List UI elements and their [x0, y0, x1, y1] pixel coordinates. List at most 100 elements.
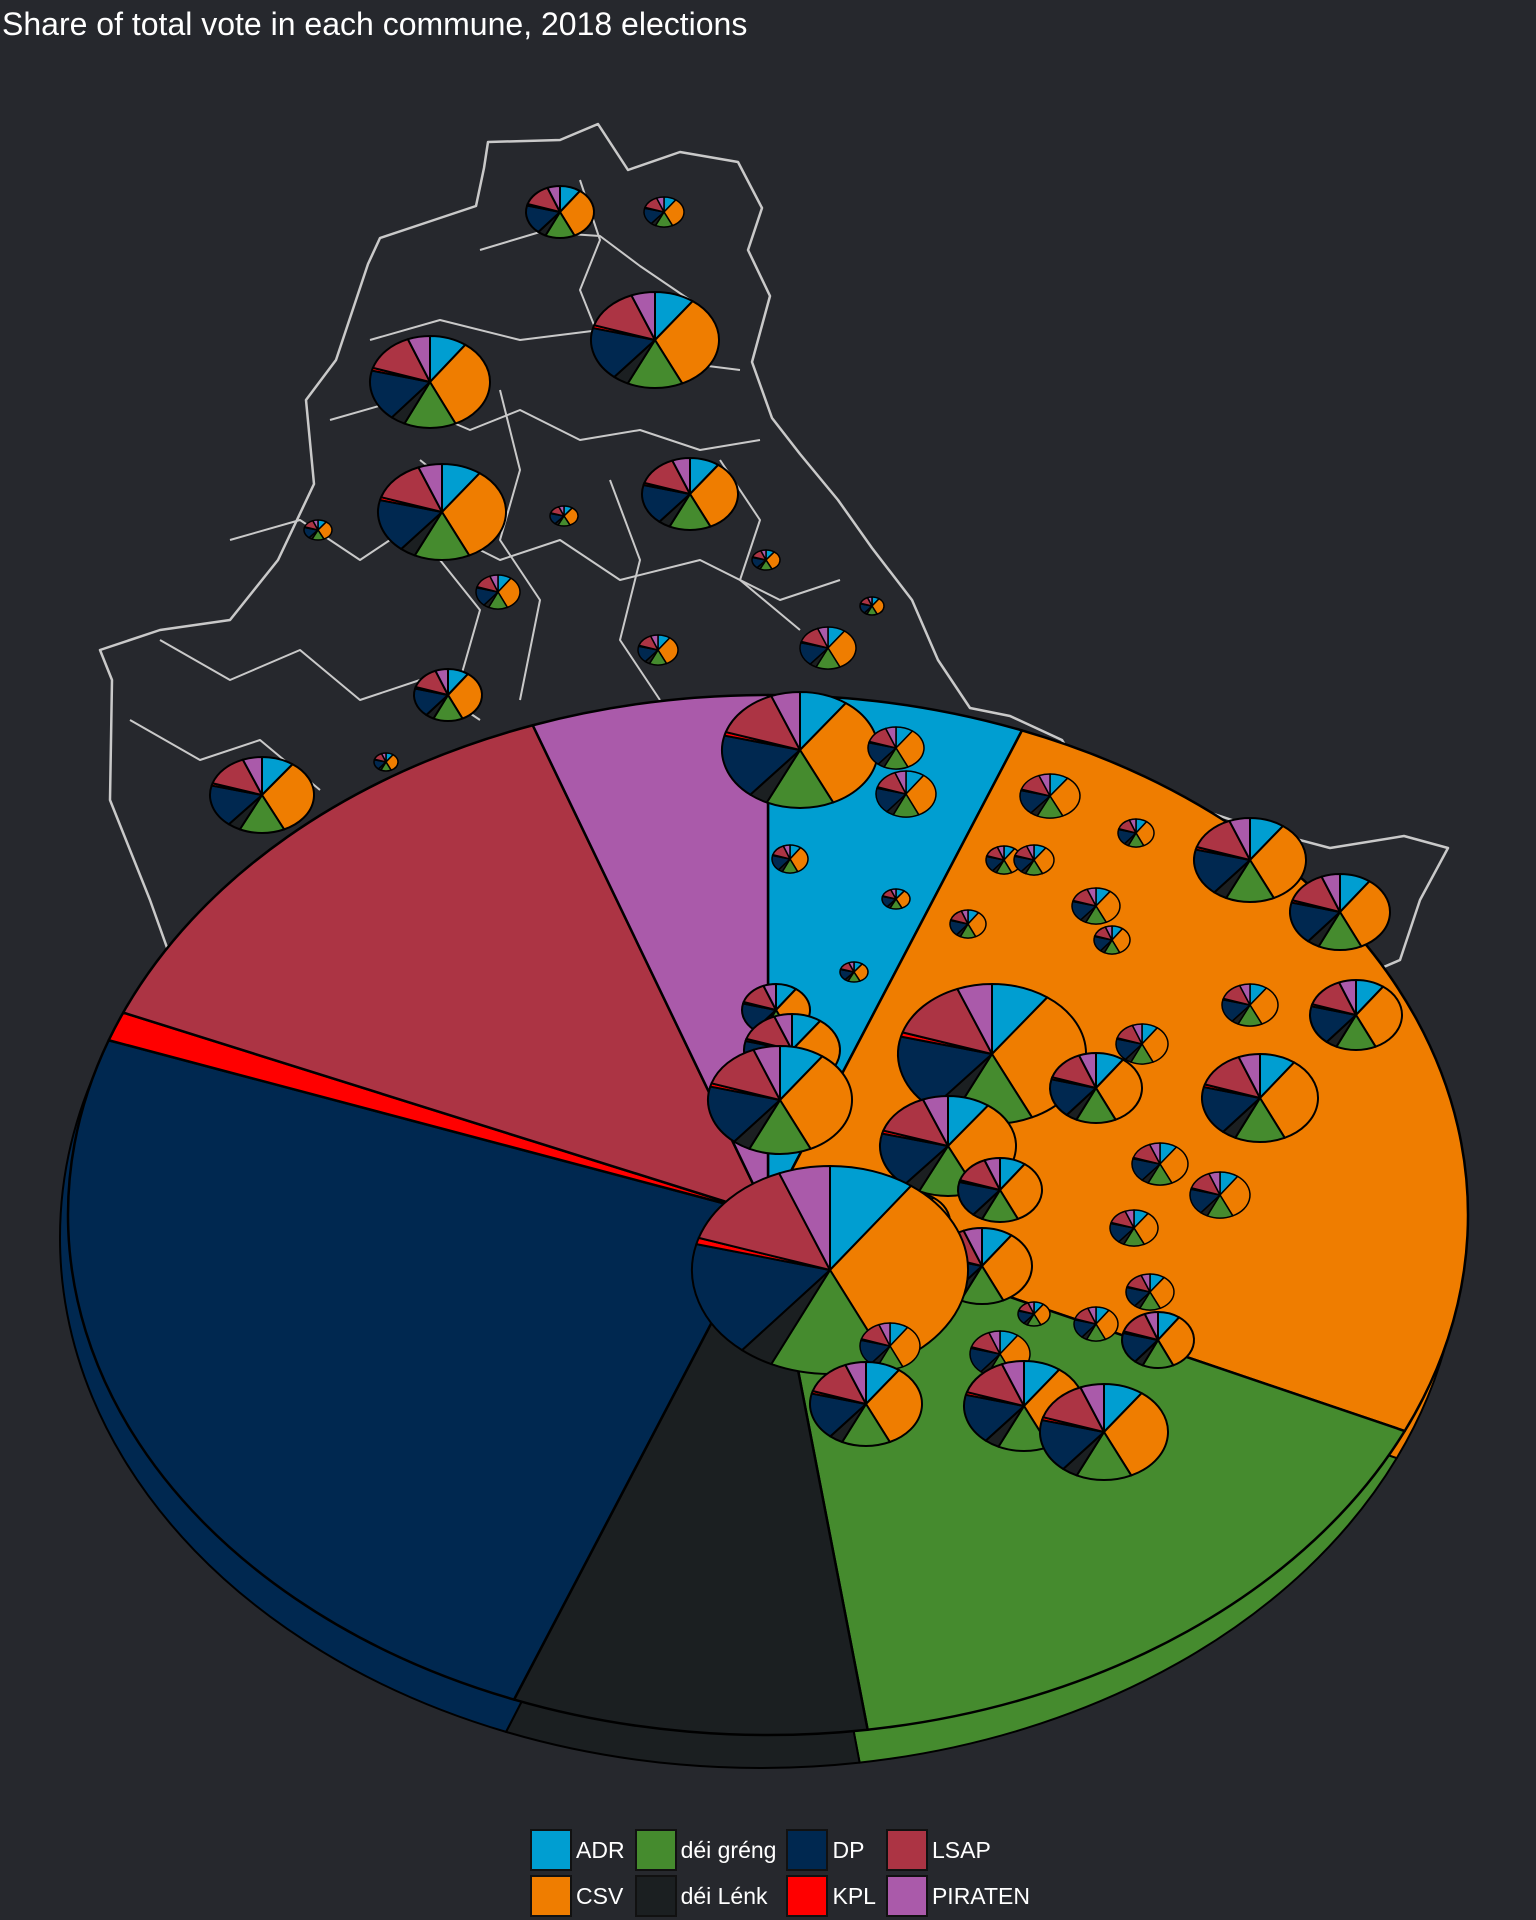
- commune-pie: [1121, 1311, 1195, 1369]
- commune-pie-48-slice-adr: [829, 1165, 913, 1271]
- commune-pie: [475, 574, 521, 610]
- commune-pie-29-slice-piraten: [782, 844, 791, 860]
- commune-pie-4-slice-csv: [429, 343, 491, 425]
- commune-pie-16-slice-dp: [209, 784, 263, 826]
- commune-pie: [875, 770, 937, 818]
- commune-pies: [209, 185, 1403, 1481]
- commune-pie-40-slice-dei-greng: [748, 1099, 812, 1155]
- commune-pie: [1189, 1171, 1251, 1219]
- commune-pie-23-slice-csv: [1249, 825, 1307, 899]
- commune-pie-16-slice-csv: [261, 763, 315, 831]
- commune-pie-24-slice-csv: [1339, 880, 1391, 948]
- commune-pie-41-slice-lsap: [882, 1098, 949, 1147]
- legend-label-lsap: LSAP: [931, 1836, 991, 1863]
- commune-pie-47-slice-csv: [981, 1234, 1033, 1302]
- commune-pie-24-slice-dp: [1289, 901, 1341, 943]
- commune-pie-6-slice-csv: [441, 472, 507, 557]
- commune-pie-3-slice-dp: [590, 327, 656, 378]
- commune-pie-14-slice-piraten: [434, 668, 449, 696]
- commune-pie: [1073, 1306, 1119, 1342]
- commune-pie-55-slice-dp: [809, 1392, 867, 1438]
- commune-pie-49-slice-piraten: [1027, 1301, 1035, 1315]
- commune-pie-21-slice-piraten: [996, 845, 1005, 861]
- commune-pie: [641, 457, 739, 531]
- legend-item-dei-greng: déi gréng: [634, 1828, 783, 1872]
- commune-pie-3-slice-piraten: [630, 291, 656, 341]
- commune-pie-57-slice-piraten: [1079, 1383, 1105, 1433]
- legend-item-kpl: KPL: [786, 1874, 881, 1918]
- legend-swatch-piraten: [885, 1875, 928, 1917]
- commune-pie-45-slice-piraten: [1124, 1209, 1135, 1229]
- commune-pie-42-slice-piraten: [1148, 1142, 1161, 1165]
- commune-pie-11-slice-piraten: [866, 596, 873, 607]
- commune-pie: [859, 596, 885, 616]
- commune-pie-5-slice-dp: [641, 484, 691, 523]
- commune-pie-8-slice-piraten: [312, 519, 319, 531]
- legend-swatch-dei-lenk: [634, 1875, 677, 1917]
- commune-pie: [1131, 1142, 1189, 1186]
- commune-pie-6-slice-dei-greng: [413, 511, 471, 561]
- commune-pie-31-slice-piraten: [848, 961, 855, 973]
- commune-pie-22-slice-piraten: [1128, 818, 1137, 834]
- commune-pie-55-slice-piraten: [844, 1361, 867, 1405]
- commune-pie-27-slice-piraten: [1104, 925, 1113, 941]
- commune-pie-3-slice-csv: [654, 300, 720, 385]
- commune-pie-35-slice-csv: [1259, 1061, 1319, 1139]
- commune-pie-6-slice-dp: [377, 499, 443, 550]
- commune-pie: [809, 1361, 923, 1447]
- commune-pie-35-slice-piraten: [1237, 1053, 1261, 1099]
- national-pie-slice-dp: [66, 1039, 770, 1701]
- commune-pie-57-slice-csv: [1103, 1392, 1169, 1477]
- commune-pie: [1309, 979, 1403, 1052]
- commune-pie: [643, 196, 685, 228]
- commune-pie-39-slice-dp: [1049, 1078, 1097, 1116]
- legend-label-csv: CSV: [576, 1882, 624, 1909]
- commune-pie-3-slice-lsap: [593, 294, 656, 341]
- commune-pie: [949, 909, 987, 939]
- commune-pie-15-slice-piraten: [380, 752, 387, 763]
- legend-label-kpl: KPL: [832, 1882, 876, 1909]
- commune-pie-28-slice-piraten: [960, 909, 969, 925]
- commune-pie-9-slice-piraten: [489, 574, 499, 593]
- commune-pie: [1093, 925, 1131, 955]
- commune-pie: [1039, 1383, 1169, 1481]
- commune-pie: [1071, 887, 1121, 925]
- commune-pie-39-slice-csv: [1095, 1058, 1143, 1121]
- commune-pie: [549, 505, 579, 527]
- commune-pie: [637, 634, 679, 666]
- commune-pie: [1193, 817, 1307, 903]
- commune-pie-44-slice-piraten: [983, 1157, 1001, 1191]
- commune-pie-52-slice-piraten: [1143, 1311, 1159, 1341]
- commune-pie: [799, 626, 857, 670]
- commune-pie: [1115, 1023, 1169, 1065]
- commune-pie: [1049, 1052, 1143, 1125]
- commune-pie-33-slice-dp: [1309, 1005, 1357, 1043]
- legend-swatch-dei-greng: [634, 1829, 677, 1871]
- commune-pie-33-slice-csv: [1355, 985, 1403, 1048]
- legend-swatch-kpl: [786, 1875, 829, 1917]
- legend-item-csv: CSV: [530, 1874, 631, 1918]
- commune-pie: [1019, 773, 1081, 819]
- commune-pie-53-slice-piraten: [878, 1322, 891, 1347]
- national-pie-slice-lsap: [121, 723, 770, 1217]
- commune-pie-5-slice-csv: [689, 463, 739, 528]
- legend-item-lsap: LSAP: [885, 1828, 1036, 1872]
- commune-pie-2-slice-piraten: [655, 196, 665, 213]
- commune-pie-48-slice-lsap: [697, 1172, 831, 1271]
- commune-pie-32-slice-piraten: [1238, 983, 1251, 1006]
- commune-pie-17-slice-piraten: [770, 691, 801, 751]
- commune-pie-57-slice-dei-greng: [1075, 1431, 1133, 1481]
- legend-item-dei-lenk: déi Lénk: [634, 1874, 783, 1918]
- commune-pie-4-slice-dp: [369, 369, 431, 419]
- commune-pie-13-slice-piraten: [816, 626, 829, 649]
- commune-border-8: [609, 479, 661, 701]
- commune-pie-26-slice-piraten: [1086, 887, 1097, 907]
- commune-pie: [1013, 844, 1055, 876]
- commune-pie-17-slice-dp: [721, 734, 801, 796]
- commune-pie: [377, 463, 507, 561]
- commune-pie: [1125, 1273, 1175, 1311]
- commune-pie-34-slice-piraten: [1131, 1023, 1143, 1045]
- commune-border-1: [479, 231, 691, 301]
- commune-pie-6-slice-piraten: [417, 463, 443, 513]
- legend-swatch-adr: [530, 1829, 572, 1871]
